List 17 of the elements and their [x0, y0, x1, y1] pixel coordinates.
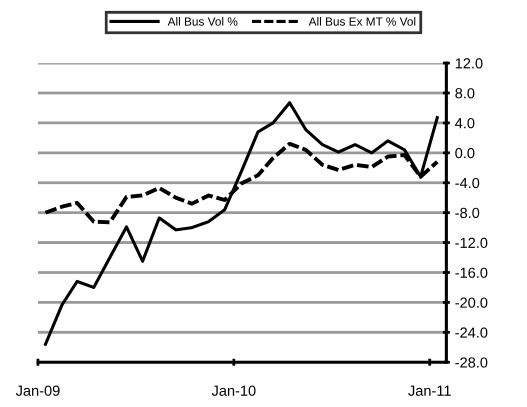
y-tick-label: -12.0 [455, 238, 488, 248]
x-tick-label: Jan-10 [212, 386, 256, 396]
x-tick-label: Jan-11 [408, 386, 451, 396]
legend-label: All Bus Vol % [168, 17, 238, 26]
y-tick-label: -8.0 [455, 208, 480, 218]
y-tick-label: 4.0 [455, 118, 474, 128]
x-tick-label: Jan-09 [16, 386, 60, 396]
line-series [44, 101, 439, 346]
y-tick-label: -20.0 [455, 298, 488, 308]
y-tick-label: 0.0 [455, 148, 474, 158]
y-tick-label: 8.0 [455, 88, 474, 98]
y-tick-label: 12.0 [456, 58, 483, 69]
y-tick-label: -4.0 [455, 178, 480, 188]
y-tick-label: -28.0 [455, 357, 488, 368]
y-tick-label: -24.0 [455, 327, 488, 338]
legend-label: All Bus Ex MT % Vol [308, 17, 416, 26]
y-tick-label: -16.0 [455, 268, 488, 278]
